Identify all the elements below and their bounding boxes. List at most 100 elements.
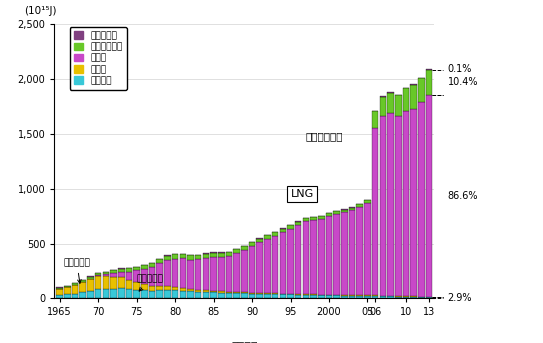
Bar [134,267,140,270]
Bar [149,291,155,298]
Bar [256,239,263,243]
Bar [149,263,155,267]
Bar [64,287,71,294]
Bar [311,220,317,294]
Bar [372,128,378,295]
Bar [380,97,386,116]
Bar [357,207,363,295]
Bar [164,286,171,290]
Bar [118,288,124,298]
Bar [64,294,71,298]
Bar [333,214,340,295]
Bar [395,116,401,296]
Bar [264,239,271,293]
Bar [172,254,178,259]
Bar [249,246,255,293]
Bar [172,287,178,290]
Bar [426,297,432,298]
Text: 国産天然ガス: 国産天然ガス [306,131,343,141]
Bar [226,252,232,256]
Bar [364,296,371,298]
Bar [280,229,286,232]
Bar [233,293,240,298]
Bar [56,288,63,289]
Bar [302,221,309,294]
Bar [56,289,63,295]
Text: 86.6%: 86.6% [447,191,478,201]
Bar [318,220,325,295]
Bar [364,203,371,295]
Bar [272,233,279,236]
Bar [79,292,86,298]
Bar [249,294,255,298]
Bar [180,288,186,291]
Bar [403,296,409,297]
Bar [210,293,217,298]
Bar [372,296,378,298]
Bar [156,259,163,263]
Bar [141,284,148,290]
Bar [357,296,363,298]
Bar [256,293,263,294]
Bar [95,276,102,289]
Bar [95,273,102,275]
Text: 0.1%: 0.1% [447,64,472,74]
Bar [156,263,163,286]
Bar [195,292,201,298]
Bar [341,296,348,298]
Bar [372,295,378,296]
Text: LNG: LNG [291,189,314,199]
Bar [87,291,94,298]
Bar [172,259,178,287]
Bar [295,294,301,295]
Bar [364,295,371,296]
Bar [256,294,263,298]
Bar [233,292,240,293]
Bar [164,290,171,298]
Bar [264,293,271,294]
Bar [333,212,340,214]
Bar [118,269,124,272]
Bar [180,259,186,288]
Bar [280,294,286,298]
Bar [241,250,248,292]
Bar [264,235,271,239]
Bar [264,294,271,298]
Bar [302,294,309,295]
Bar [295,295,301,298]
Bar [141,269,148,284]
Bar [149,286,155,291]
Bar [103,289,109,298]
Bar [125,269,132,272]
Bar [357,204,363,207]
Bar [302,218,309,221]
Bar [195,259,201,290]
Bar [164,260,171,286]
Bar [418,102,425,297]
Bar [172,290,178,298]
Bar [210,252,217,257]
Bar [110,273,117,277]
Bar [364,200,371,203]
Bar [79,282,86,292]
Bar [87,276,94,279]
Bar [387,113,394,296]
Bar [134,289,140,298]
Bar [64,286,71,287]
Bar [395,297,401,298]
Bar [210,291,217,293]
Bar [95,275,102,276]
Bar [256,243,263,293]
Bar [118,277,124,288]
Bar [318,216,325,220]
Bar [187,289,194,292]
Bar [226,293,232,298]
Bar [333,295,340,298]
Bar [287,225,294,228]
Bar [318,295,325,298]
Bar [349,208,355,210]
Bar [103,274,109,276]
Bar [56,295,63,298]
Bar [110,277,117,288]
Bar [218,253,225,257]
